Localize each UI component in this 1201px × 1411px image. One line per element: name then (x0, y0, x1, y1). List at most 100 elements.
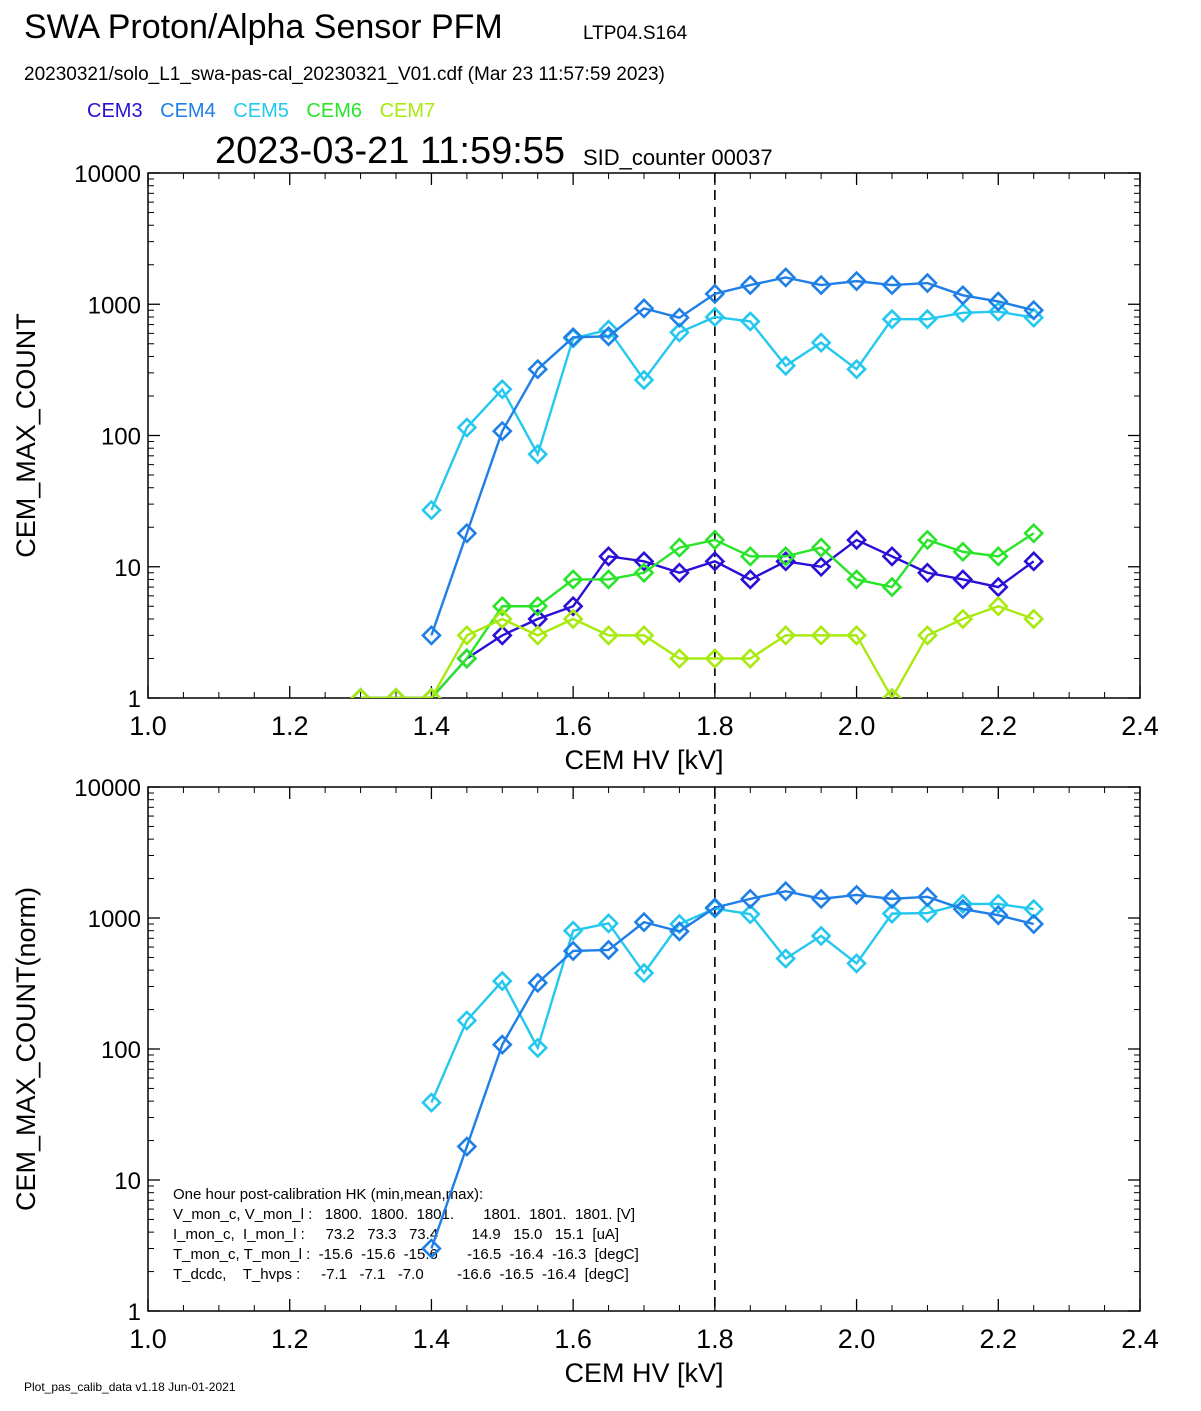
data-point-cem3 (881, 546, 903, 567)
data-point-cem4 (987, 291, 1009, 312)
data-point-cem4 (810, 888, 832, 910)
data-point-cem5 (987, 301, 1009, 322)
series-cem5 (421, 893, 1045, 1113)
x-tick-label: 2.0 (838, 711, 876, 741)
x-axis-label: CEM HV [kV] (564, 745, 723, 775)
x-tick-label: 1.4 (413, 711, 451, 741)
data-point-cem5 (598, 913, 619, 934)
data-point-cem3 (1023, 550, 1045, 572)
data-point-cem4 (456, 522, 478, 544)
data-point-cem4 (881, 274, 903, 296)
y-tick-label: 1000 (88, 906, 141, 933)
data-point-cem7 (527, 625, 549, 646)
data-point-cem5 (598, 319, 619, 341)
data-point-cem4 (598, 939, 619, 961)
data-point-cem4 (669, 921, 690, 942)
data-point-cem6 (704, 529, 726, 551)
data-point-cem3 (669, 562, 690, 584)
data-point-cem5 (881, 903, 903, 924)
data-point-cem5 (491, 970, 513, 992)
y-tick-label: 10000 (74, 775, 141, 802)
legend-entry-cem7: CEM7 (379, 100, 436, 122)
y-tick-label: 1 (128, 686, 141, 713)
hk-annotation-line: One hour post-calibration HK (min,mean,m… (173, 1186, 483, 1203)
data-point-cem4 (739, 274, 761, 296)
data-point-cem4 (952, 898, 974, 920)
footer-version: Plot_pas_calib_data v1.18 Jun-01-2021 (24, 1380, 236, 1394)
series-cem4 (421, 267, 1045, 646)
data-point-cem7 (1023, 608, 1045, 630)
data-point-cem5 (421, 499, 442, 521)
data-point-cem5 (952, 893, 974, 915)
data-point-cem6 (846, 569, 867, 590)
data-point-cem7 (350, 687, 371, 698)
data-point-cem7 (421, 687, 442, 698)
data-point-cem5 (952, 302, 974, 324)
data-point-cem5 (739, 311, 761, 332)
x-tick-label: 1.6 (554, 1324, 592, 1354)
data-point-cem5 (881, 308, 903, 330)
data-point-cem4 (810, 274, 832, 296)
data-point-cem7 (810, 625, 832, 646)
data-point-cem6 (633, 562, 655, 584)
data-point-cem3 (987, 576, 1009, 598)
series-line-cem4 (430, 276, 1035, 636)
y-tick-label: 10 (114, 555, 141, 582)
data-point-cem4 (669, 307, 690, 329)
data-point-cem7 (456, 625, 478, 646)
data-point-cem7 (846, 625, 867, 646)
y-tick-label: 10 (114, 1168, 141, 1195)
chart-panel-1: 1.0 1.2 1.4 1.6 1.8 2.0 2.2 2.4 1 10 100 1000 10000 C… (11, 161, 1159, 775)
x-axis-label: CEM HV [kV] (564, 1358, 723, 1388)
y-tick-label: 1000 (88, 292, 141, 319)
data-point-cem4 (562, 940, 584, 962)
data-point-cem4 (987, 904, 1009, 926)
data-point-cem3 (846, 529, 867, 551)
x-tick-label: 2.2 (980, 711, 1018, 741)
data-point-cem4 (633, 298, 655, 319)
data-point-cem4 (775, 267, 797, 288)
data-point-cem6 (987, 546, 1009, 567)
data-point-cem7 (881, 687, 903, 698)
data-point-cem7 (669, 648, 690, 669)
series-line-cem3 (360, 538, 1035, 698)
data-point-cem4 (917, 272, 938, 294)
timestamp: 2023-03-21 11:59:55 (215, 130, 566, 172)
data-point-cem4 (1023, 913, 1045, 935)
sid-counter: SID_counter 00037 (583, 145, 773, 170)
data-point-cem6 (952, 541, 974, 563)
y-tick-label: 1 (128, 1299, 141, 1326)
data-point-cem5 (917, 902, 938, 924)
data-point-cem7 (987, 595, 1009, 617)
data-point-cem4 (739, 888, 761, 910)
series-line-cem6 (360, 532, 1035, 698)
data-point-cem4 (562, 326, 584, 348)
data-point-cem5 (491, 378, 513, 400)
data-point-cem4 (952, 284, 974, 306)
data-point-cem7 (491, 608, 513, 630)
data-point-cem5 (633, 369, 655, 391)
data-point-cem4 (704, 283, 726, 305)
data-point-cem6 (527, 595, 549, 617)
data-point-cem6 (562, 569, 584, 590)
data-point-cem5 (633, 962, 655, 984)
x-tick-label: 1.2 (271, 1324, 309, 1354)
hk-annotation-line: V_mon_c, V_mon_l : 1800. 1800. 1801. 180… (173, 1206, 635, 1223)
data-point-cem5 (669, 322, 690, 343)
data-point-cem7 (598, 625, 619, 646)
data-point-cem4 (491, 1034, 513, 1055)
y-tick-label: 10000 (74, 161, 141, 188)
data-point-cem3 (952, 569, 974, 590)
y-tick-label: 100 (101, 424, 141, 451)
plot-frame (147, 172, 1141, 699)
x-tick-label: 2.0 (838, 1324, 876, 1354)
data-point-cem7 (917, 625, 938, 646)
series-line-cem4 (430, 890, 1035, 1249)
data-point-cem4 (1023, 299, 1045, 321)
data-point-cem3 (633, 550, 655, 572)
data-point-cem4 (775, 880, 797, 902)
data-point-cem4 (633, 911, 655, 933)
data-point-cem6 (598, 569, 619, 590)
data-point-cem5 (527, 1037, 549, 1059)
